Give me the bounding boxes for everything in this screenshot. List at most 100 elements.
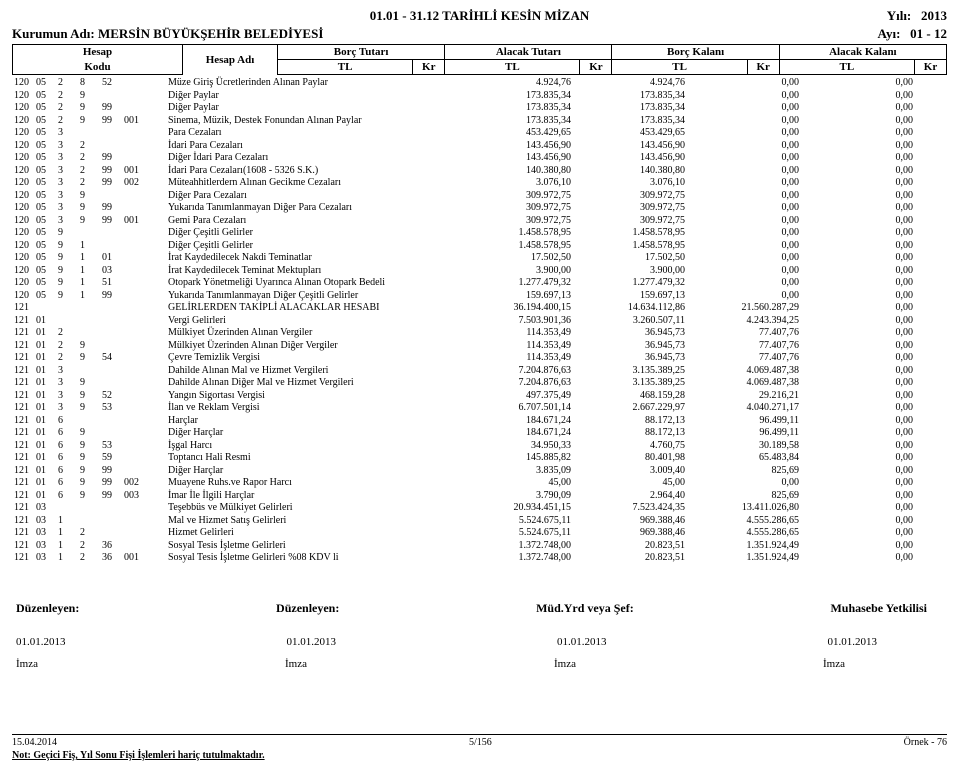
tl-cell: 77.407,76 bbox=[719, 340, 801, 353]
desc-cell: Yukarıda Tanımlanmayan Diğer Para Cezala… bbox=[166, 202, 491, 215]
code-cell: 3 bbox=[56, 140, 78, 153]
code-cell bbox=[122, 290, 144, 303]
code-cell: 3 bbox=[56, 390, 78, 403]
code-cell: 120 bbox=[12, 140, 34, 153]
tl-cell: 20.934.451,15 bbox=[491, 502, 573, 515]
table-row: 121013952Yangın Sigortası Vergisi497.375… bbox=[12, 390, 947, 403]
desc-cell: Diğer Paylar bbox=[166, 102, 491, 115]
code-cell bbox=[144, 152, 166, 165]
code-cell: 9 bbox=[78, 215, 100, 228]
kr-spacer bbox=[573, 427, 605, 440]
code-cell: 99 bbox=[100, 215, 122, 228]
kr-spacer bbox=[573, 552, 605, 565]
tl-cell: 4.069.487,38 bbox=[719, 377, 801, 390]
table-row: 120059Diğer Çeşitli Gelirler1.458.578,95… bbox=[12, 227, 947, 240]
kr-spacer bbox=[801, 502, 833, 515]
kr-spacer bbox=[573, 90, 605, 103]
desc-cell: Gemi Para Cezaları bbox=[166, 215, 491, 228]
tl-cell: 173.835,34 bbox=[491, 90, 573, 103]
tl-cell: 0,00 bbox=[719, 215, 801, 228]
code-cell: 01 bbox=[34, 327, 56, 340]
kr-spacer bbox=[573, 177, 605, 190]
kr-spacer bbox=[801, 315, 833, 328]
desc-cell: Diğer Harçlar bbox=[166, 465, 491, 478]
kr-spacer bbox=[687, 402, 719, 415]
code-cell bbox=[144, 465, 166, 478]
desc-cell: Sinema, Müzik, Destek Fonundan Alınan Pa… bbox=[166, 115, 491, 128]
kr-spacer bbox=[915, 277, 947, 290]
table-row: 120052852Müze Giriş Ücretlerinden Alınan… bbox=[12, 77, 947, 90]
kr-spacer bbox=[687, 515, 719, 528]
kr-spacer bbox=[915, 190, 947, 203]
kr-spacer bbox=[801, 277, 833, 290]
tl-cell: 969.388,46 bbox=[605, 515, 687, 528]
tl-cell: 77.407,76 bbox=[719, 327, 801, 340]
hdr-kr-2: Kr bbox=[580, 60, 612, 75]
code-cell: 121 bbox=[12, 352, 34, 365]
code-cell bbox=[122, 540, 144, 553]
kr-spacer bbox=[573, 265, 605, 278]
kr-spacer bbox=[915, 552, 947, 565]
kr-spacer bbox=[915, 265, 947, 278]
tl-cell: 0,00 bbox=[833, 315, 915, 328]
kr-spacer bbox=[801, 552, 833, 565]
code-cell: 9 bbox=[78, 90, 100, 103]
code-cell bbox=[144, 190, 166, 203]
code-cell: 121 bbox=[12, 490, 34, 503]
code-cell: 3 bbox=[56, 365, 78, 378]
table-row: 120053Para Cezaları453.429,65453.429,650… bbox=[12, 127, 947, 140]
desc-cell: Harçlar bbox=[166, 415, 491, 428]
tl-cell: 453.429,65 bbox=[605, 127, 687, 140]
table-row: 121013Dahilde Alınan Mal ve Hizmet Vergi… bbox=[12, 365, 947, 378]
tl-cell: 20.823,51 bbox=[605, 552, 687, 565]
code-cell bbox=[100, 377, 122, 390]
kr-spacer bbox=[915, 415, 947, 428]
code-cell: 6 bbox=[56, 452, 78, 465]
code-cell: 99 bbox=[100, 177, 122, 190]
code-cell: 121 bbox=[12, 390, 34, 403]
tl-cell: 7.503.901,36 bbox=[491, 315, 573, 328]
code-cell bbox=[122, 190, 144, 203]
tl-cell: 0,00 bbox=[833, 290, 915, 303]
desc-cell: İdari Para Cezaları(1608 - 5326 S.K.) bbox=[166, 165, 491, 178]
footer-page: 5/156 bbox=[469, 737, 492, 748]
code-cell: 03 bbox=[100, 265, 122, 278]
code-cell: 2 bbox=[56, 102, 78, 115]
kr-spacer bbox=[687, 315, 719, 328]
code-cell: 2 bbox=[56, 90, 78, 103]
code-cell: 2 bbox=[56, 327, 78, 340]
code-cell bbox=[144, 477, 166, 490]
code-cell: 9 bbox=[78, 490, 100, 503]
date-3: 01.01.2013 bbox=[557, 636, 607, 648]
tl-cell: 3.260.507,11 bbox=[605, 315, 687, 328]
code-cell: 9 bbox=[56, 290, 78, 303]
code-cell: 01 bbox=[34, 427, 56, 440]
kr-spacer bbox=[801, 152, 833, 165]
tl-cell: 3.900,00 bbox=[491, 265, 573, 278]
code-cell bbox=[122, 202, 144, 215]
code-cell: 01 bbox=[34, 477, 56, 490]
code-cell bbox=[122, 140, 144, 153]
code-cell: 05 bbox=[34, 215, 56, 228]
code-cell: 120 bbox=[12, 165, 34, 178]
code-cell: 121 bbox=[12, 502, 34, 515]
footer-ornek: Örnek - 76 bbox=[904, 737, 947, 748]
code-cell: 9 bbox=[56, 252, 78, 265]
desc-cell: Para Cezaları bbox=[166, 127, 491, 140]
code-cell: 2 bbox=[78, 177, 100, 190]
code-cell: 05 bbox=[34, 265, 56, 278]
desc-cell: Sosyal Tesis İşletme Gelirleri bbox=[166, 540, 491, 553]
tl-cell: 0,00 bbox=[833, 165, 915, 178]
table-row: 120053299002Müteahhitlerdern Alınan Geci… bbox=[12, 177, 947, 190]
desc-cell: Diğer Harçlar bbox=[166, 427, 491, 440]
tl-cell: 184.671,24 bbox=[491, 415, 573, 428]
desc-cell: İlan ve Reklam Vergisi bbox=[166, 402, 491, 415]
code-cell bbox=[144, 440, 166, 453]
code-cell bbox=[100, 415, 122, 428]
kr-spacer bbox=[573, 440, 605, 453]
code-cell: 05 bbox=[34, 77, 56, 90]
code-cell: 121 bbox=[12, 302, 34, 315]
kr-spacer bbox=[915, 502, 947, 515]
code-cell: 121 bbox=[12, 427, 34, 440]
code-cell bbox=[122, 340, 144, 353]
